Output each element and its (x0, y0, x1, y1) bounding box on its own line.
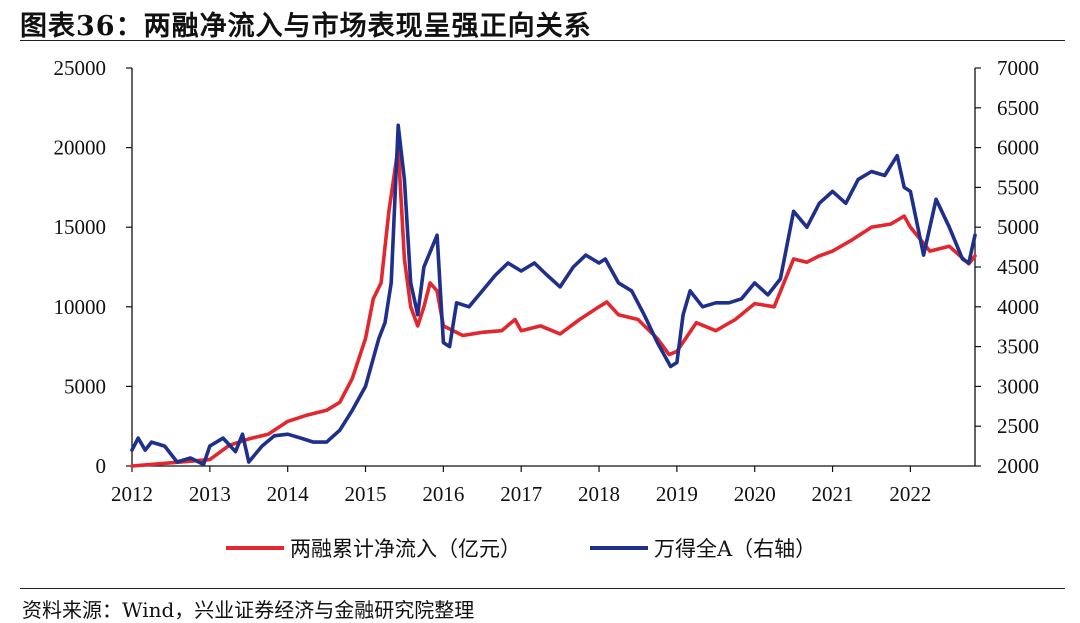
x-tick-label: 2016 (422, 482, 464, 506)
source-divider (20, 588, 1065, 589)
x-tick-label: 2018 (578, 482, 620, 506)
x-tick-label: 2014 (267, 482, 310, 506)
x-tick-label: 2012 (111, 482, 153, 506)
right-tick-label: 5500 (997, 175, 1039, 199)
right-tick-label: 2500 (997, 414, 1039, 438)
dual-axis-line-chart: 0 5000 10000 15000 20000 25000 2000 2500 3000 350… (54, 56, 1040, 561)
series-lines (130, 123, 977, 468)
axes: 0 5000 10000 15000 20000 25000 2000 2500 3000 350… (54, 56, 1040, 506)
left-tick-label: 25000 (54, 56, 107, 80)
x-tick-label: 2017 (500, 482, 542, 506)
left-tick-label: 10000 (54, 295, 107, 319)
source-note: 资料来源：Wind，兴业证券经济与金融研究院整理 (22, 598, 475, 622)
right-tick-label: 4500 (997, 255, 1039, 279)
x-tick-label: 2020 (734, 482, 776, 506)
legend-label-index: 万得全A（右轴） (654, 537, 816, 561)
right-tick-label: 6500 (997, 96, 1039, 120)
right-tick-label: 4000 (997, 295, 1039, 319)
margin-net-inflow-line (130, 145, 977, 468)
x-tick-label: 2021 (812, 482, 854, 506)
legend: 两融累计净流入（亿元） 万得全A（右轴） (226, 537, 816, 561)
left-tick-label: 5000 (64, 374, 106, 398)
right-tick-label: 7000 (997, 56, 1039, 80)
x-tick-label: 2022 (889, 482, 931, 506)
wind-all-a-index-line (130, 123, 977, 467)
title-divider (20, 40, 1065, 41)
right-tick-label: 6000 (997, 136, 1039, 160)
x-tick-label: 2019 (656, 482, 698, 506)
right-tick-label: 3000 (997, 374, 1039, 398)
legend-label-margin: 两融累计净流入（亿元） (290, 537, 521, 561)
left-tick-label: 15000 (54, 215, 107, 239)
right-tick-label: 5000 (997, 215, 1039, 239)
left-tick-label: 0 (96, 454, 107, 478)
left-tick-label: 20000 (54, 136, 107, 160)
right-tick-label: 3500 (997, 335, 1039, 359)
x-tick-label: 2015 (345, 482, 387, 506)
chart-title: 图表36：两融净流入与市场表现呈强正向关系 (20, 11, 592, 42)
x-tick-label: 2013 (189, 482, 231, 506)
right-tick-label: 2000 (997, 454, 1039, 478)
